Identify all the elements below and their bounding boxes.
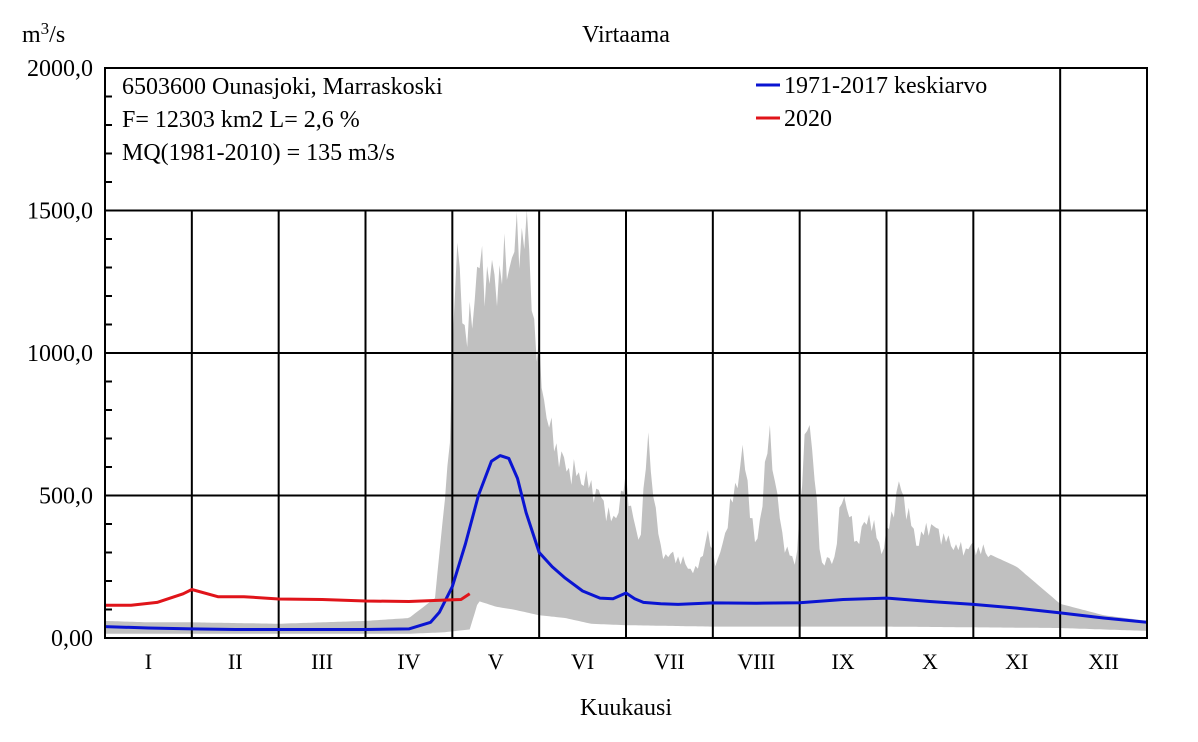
month-label-VI: VI [571, 649, 594, 674]
month-label-VII: VII [654, 649, 685, 674]
info-box: 6503600 Ounasjoki, Marraskoski F= 12303 … [122, 74, 443, 166]
y-tick-label-0: 0,00 [51, 626, 93, 652]
info-line-station: 6503600 Ounasjoki, Marraskoski [122, 74, 443, 100]
month-label-XII: XII [1088, 649, 1119, 674]
month-label-X: X [922, 649, 938, 674]
month-label-III: III [311, 649, 333, 674]
legend-label-mean: 1971-2017 keskiarvo [784, 73, 987, 99]
series-line-2020 [105, 588, 471, 607]
x-axis-label: Kuukausi [580, 695, 672, 721]
month-label-II: II [228, 649, 243, 674]
y-tick-label-1: 500,0 [39, 484, 93, 510]
info-line-area: F= 12303 km2 L= 2,6 % [122, 107, 360, 133]
series-line-mean [104, 454, 1148, 631]
y-tick-label-3: 1500,0 [27, 199, 93, 225]
series-layer [104, 454, 1148, 631]
month-label-IV: IV [397, 649, 420, 674]
y-axis-unit-label: m3/s [22, 19, 65, 48]
y-tick-label-2: 1000,0 [27, 341, 93, 367]
chart-title: Virtaama [582, 22, 670, 48]
month-label-VIII: VIII [737, 649, 775, 674]
legend-label-2020: 2020 [784, 106, 832, 132]
y-tick-label-4: 2000,0 [27, 56, 93, 82]
month-label-IX: IX [831, 649, 854, 674]
legend: 1971-2017 keskiarvo 2020 [756, 73, 987, 132]
month-label-V: V [488, 649, 504, 674]
month-label-I: I [145, 649, 152, 674]
grid-layer [105, 68, 1147, 638]
info-line-mq: MQ(1981-2010) = 135 m3/s [122, 140, 395, 166]
month-label-XI: XI [1005, 649, 1028, 674]
